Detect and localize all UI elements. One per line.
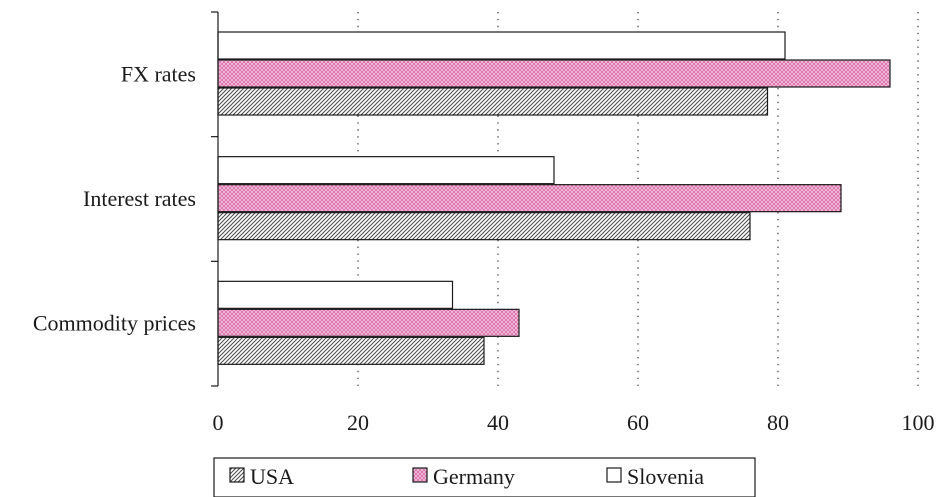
legend: USA Germany Slovenia — [213, 457, 756, 497]
bar-germany-2 — [217, 308, 520, 337]
bar-slovenia-2 — [217, 280, 454, 309]
bar-germany-1 — [217, 184, 842, 213]
bar-usa-1 — [217, 212, 751, 241]
bar-slovenia-0 — [217, 31, 786, 60]
category-label: Commodity prices — [33, 311, 196, 336]
legend-swatch-germany — [412, 467, 428, 483]
legend-swatch-slovenia — [606, 467, 622, 483]
bar-slovenia-1 — [217, 156, 555, 185]
legend-label-usa: USA — [250, 464, 294, 489]
category-label: FX rates — [121, 61, 196, 86]
x-tick-label: 0 — [213, 410, 224, 435]
bar-germany-0 — [217, 59, 891, 88]
bars — [217, 31, 891, 365]
legend-label-slovenia: Slovenia — [627, 464, 704, 489]
x-tick-label: 40 — [487, 410, 509, 435]
bar-usa-0 — [217, 87, 769, 116]
category-label: Interest rates — [83, 186, 196, 211]
legend-box — [213, 457, 756, 497]
bar-usa-2 — [217, 336, 485, 365]
axes: FX rates Interest rates Commodity prices 0 2… — [33, 11, 935, 435]
x-tick-label: 80 — [767, 410, 789, 435]
legend-swatch-usa — [229, 467, 245, 483]
x-tick-label: 100 — [902, 410, 935, 435]
x-tick-label: 60 — [627, 410, 649, 435]
x-tick-label: 20 — [347, 410, 369, 435]
legend-label-germany: Germany — [433, 464, 515, 489]
